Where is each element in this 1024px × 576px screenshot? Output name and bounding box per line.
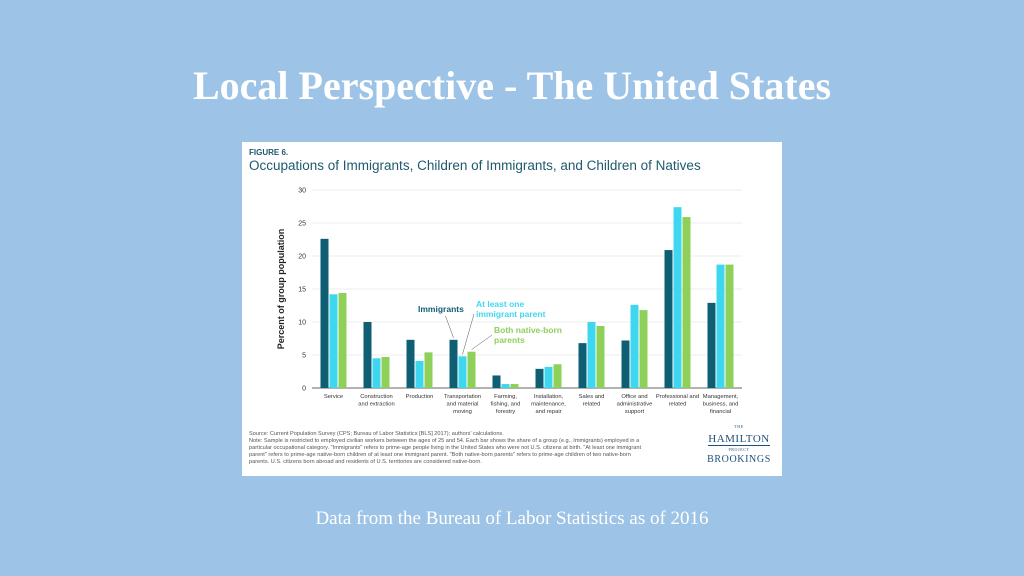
logo-brookings: BROOKINGS xyxy=(707,454,771,465)
legend-leader-line xyxy=(471,334,493,350)
x-tick-label: business, and xyxy=(703,402,739,408)
x-tick-label: Management, xyxy=(703,394,739,400)
y-tick-label: 5 xyxy=(302,353,306,360)
bar-native-parents xyxy=(381,356,390,388)
figure-notes: Source: Current Population Survey (CPS; … xyxy=(249,431,689,466)
logo-hamilton: HAMILTON xyxy=(708,433,770,446)
x-tick-label: Professional and xyxy=(656,394,699,400)
logo-project: PROJECT xyxy=(728,447,750,452)
y-tick-label: 10 xyxy=(298,320,306,327)
hamilton-brookings-logo: THE HAMILTON PROJECT BROOKINGS xyxy=(704,424,774,465)
bar-native-parents xyxy=(424,352,433,388)
bar-immigrants xyxy=(406,339,415,388)
bar-immigrants xyxy=(707,302,716,388)
logo-the: THE xyxy=(734,424,744,429)
x-tick-label: and extraction xyxy=(358,402,394,408)
x-tick-label: maintenance, xyxy=(531,402,566,408)
legend-leader-line xyxy=(462,313,475,355)
x-tick-label: Service xyxy=(324,394,343,400)
y-tick-label: 0 xyxy=(302,386,306,393)
bar-immigrants xyxy=(492,375,501,388)
x-tick-label: and repair xyxy=(535,409,561,415)
x-tick-label: Production xyxy=(406,394,434,400)
y-tick-label: 30 xyxy=(298,188,306,195)
bar-native-parents xyxy=(639,310,648,388)
bar-native-parents xyxy=(553,364,562,388)
bar-chart: 0 5 10 15 20 25 30 Percent of group population S… xyxy=(276,188,742,415)
bar-immigrants xyxy=(363,322,372,388)
bar-immigrants xyxy=(664,250,673,388)
note-line: Note: Sample is restricted to employed c… xyxy=(249,437,640,444)
note-line: parent" refers to prime-age native-born … xyxy=(249,451,631,458)
x-tick-label: Office and xyxy=(621,394,647,400)
bar-native-parents xyxy=(467,351,476,388)
y-tick-label: 15 xyxy=(298,287,306,294)
slide-footer: Data from the Bureau of Labor Statistics… xyxy=(315,508,709,529)
bar-immigrant-parent xyxy=(716,264,725,388)
bar-immigrant-parent xyxy=(329,294,338,388)
legend-label: At least one xyxy=(476,299,524,309)
x-tick-label: Sales and xyxy=(579,394,605,400)
x-tick-label: moving xyxy=(453,409,472,415)
bar-immigrant-parent xyxy=(587,322,596,388)
x-tick-label: related xyxy=(583,402,601,408)
legend-label: parents xyxy=(494,335,525,345)
bar-native-parents xyxy=(338,292,347,388)
note-line: Source: Current Population Survey (CPS; … xyxy=(249,431,504,437)
bar-immigrant-parent xyxy=(544,366,553,388)
bar-immigrants xyxy=(449,339,458,388)
note-line: particular occupational category. "Immig… xyxy=(249,444,642,451)
x-tick-label: financial xyxy=(710,409,731,415)
x-tick-label: administrative xyxy=(617,402,653,408)
x-tick-label: Farming, xyxy=(494,394,517,400)
note-line: parents. U.S. citizens born abroad and r… xyxy=(249,458,482,465)
bar-immigrants xyxy=(535,368,544,388)
legend-label: Immigrants xyxy=(418,304,464,314)
bar-immigrant-parent xyxy=(372,358,381,388)
bar-immigrants xyxy=(320,238,329,388)
y-tick-label: 20 xyxy=(298,254,306,261)
bar-immigrant-parent xyxy=(458,356,467,388)
legend-label: Both native-born xyxy=(494,325,562,335)
bar-immigrants xyxy=(578,343,587,388)
y-axis-label: Percent of group population xyxy=(276,229,286,350)
bar-native-parents xyxy=(725,264,734,388)
x-tick-label: fishing, and xyxy=(491,402,521,408)
x-tick-label: Transportation xyxy=(444,394,481,400)
legend-label: immigrant parent xyxy=(476,309,546,319)
bar-immigrant-parent xyxy=(630,304,639,388)
figure-card: FIGURE 6. Occupations of Immigrants, Chi… xyxy=(242,142,782,476)
bar-native-parents xyxy=(510,384,519,388)
x-tick-label: Construction xyxy=(360,394,393,400)
bar-immigrant-parent xyxy=(415,360,424,388)
x-tick-label: forestry xyxy=(496,409,515,415)
bar-native-parents xyxy=(596,325,605,388)
x-tick-label: Installation, xyxy=(534,394,564,400)
bar-native-parents xyxy=(682,217,691,388)
x-tick-label: support xyxy=(625,409,645,415)
chart-title: Occupations of Immigrants, Children of I… xyxy=(249,158,701,173)
slide-title: Local Perspective - The United States xyxy=(192,63,832,108)
bar-immigrant-parent xyxy=(673,207,682,388)
x-tick-label: and material xyxy=(447,402,479,408)
x-tick-label: related xyxy=(669,402,687,408)
bar-immigrant-parent xyxy=(501,384,510,388)
legend-leader-line xyxy=(445,315,454,338)
y-tick-label: 25 xyxy=(298,221,306,228)
bar-immigrants xyxy=(621,340,630,388)
figure-label: FIGURE 6. xyxy=(249,148,289,157)
